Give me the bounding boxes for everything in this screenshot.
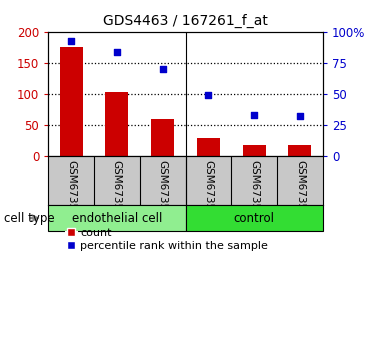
Bar bbox=[197, 138, 220, 156]
Bar bbox=[243, 144, 266, 156]
Bar bbox=[105, 92, 128, 156]
Legend: count, percentile rank within the sample: count, percentile rank within the sample bbox=[61, 224, 272, 255]
Point bbox=[206, 92, 211, 98]
Text: GSM673582: GSM673582 bbox=[203, 160, 213, 223]
Point bbox=[160, 66, 165, 72]
Point bbox=[251, 112, 257, 118]
Text: GSM673580: GSM673580 bbox=[112, 160, 122, 223]
Point bbox=[297, 113, 303, 119]
Text: endothelial cell: endothelial cell bbox=[72, 212, 162, 224]
Text: GSM673584: GSM673584 bbox=[295, 160, 305, 223]
Text: GSM673579: GSM673579 bbox=[66, 160, 76, 223]
Title: GDS4463 / 167261_f_at: GDS4463 / 167261_f_at bbox=[103, 14, 268, 28]
Point bbox=[68, 38, 74, 44]
Text: GSM673581: GSM673581 bbox=[158, 160, 168, 223]
Text: cell type: cell type bbox=[4, 212, 54, 224]
Point bbox=[114, 49, 120, 55]
Bar bbox=[151, 119, 174, 156]
Bar bbox=[289, 144, 311, 156]
Bar bbox=[60, 47, 82, 156]
Text: GSM673583: GSM673583 bbox=[249, 160, 259, 223]
Text: control: control bbox=[234, 212, 275, 224]
